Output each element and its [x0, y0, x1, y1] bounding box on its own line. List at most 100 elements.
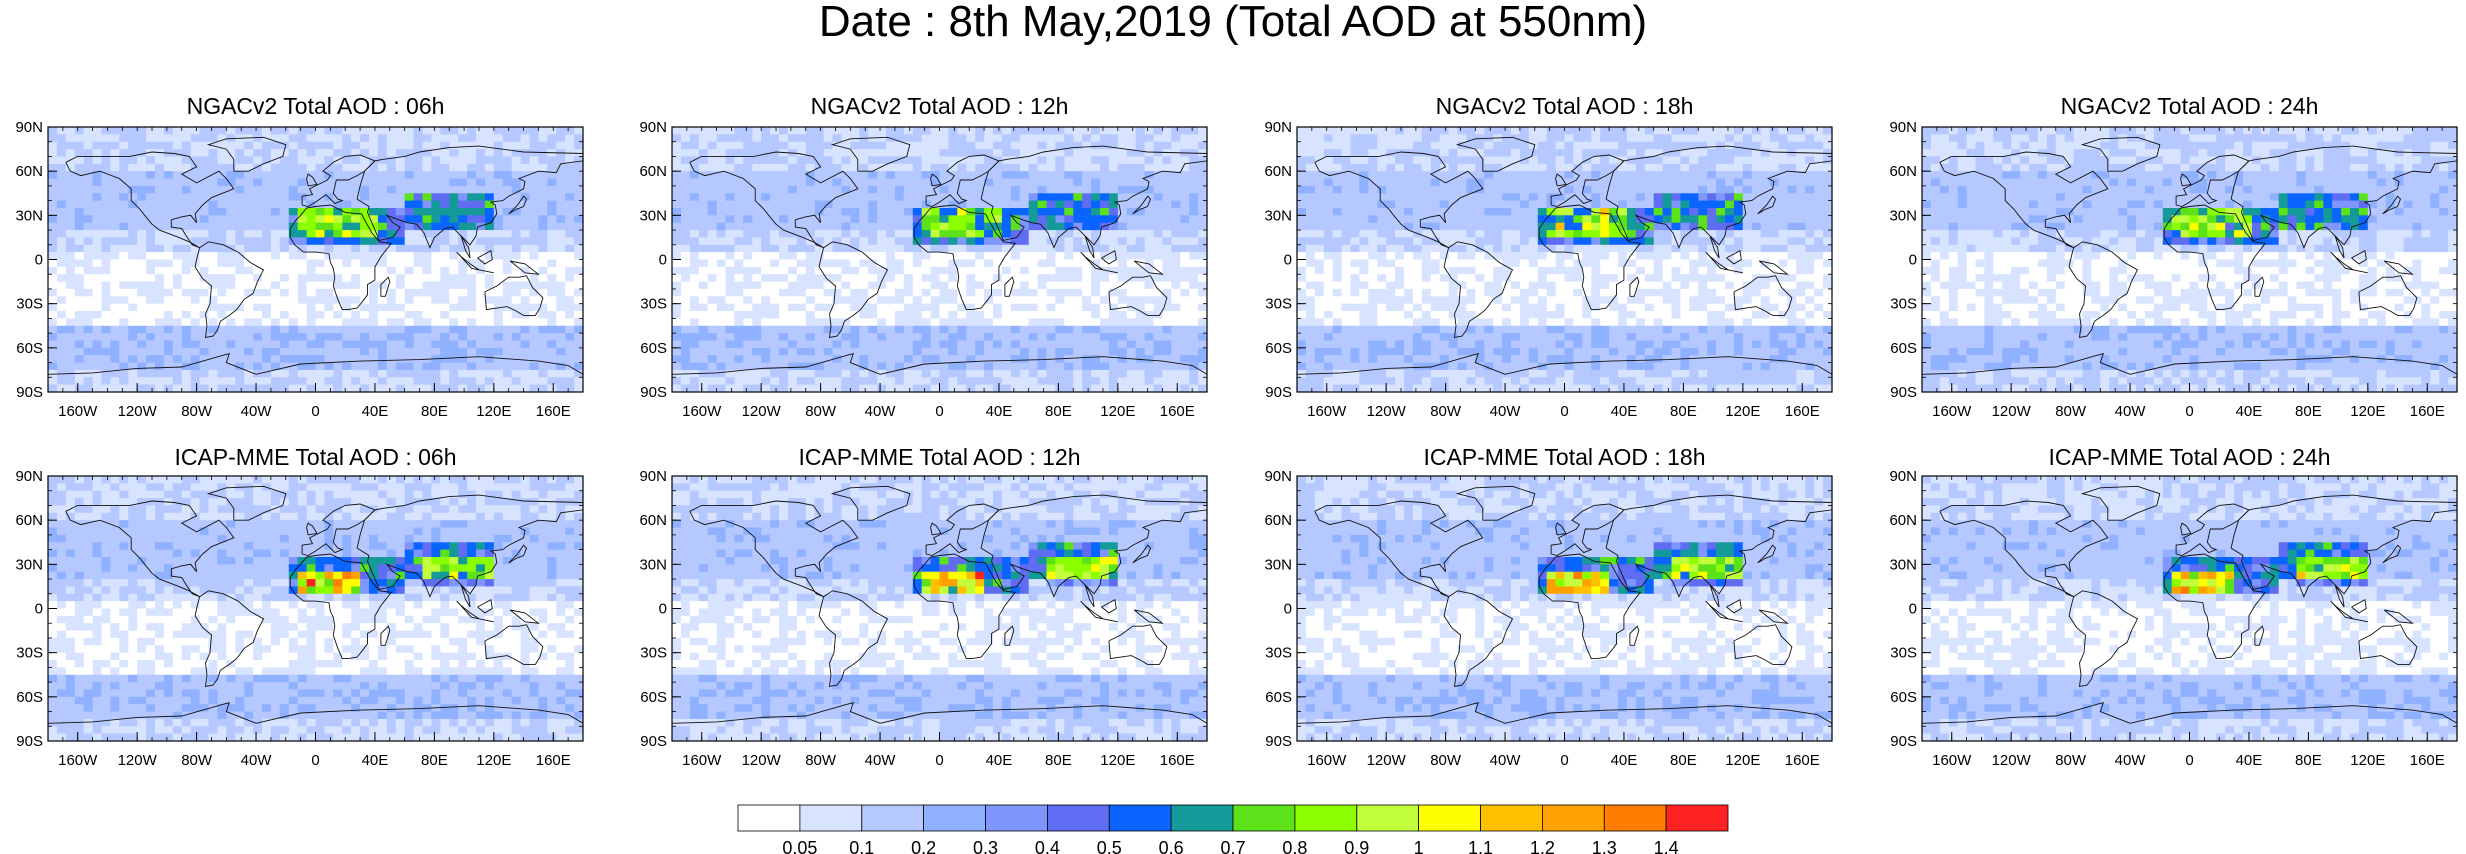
- lon-tick-label: 80W: [805, 403, 837, 420]
- lat-tick-label: 0: [1909, 601, 1917, 618]
- lat-tick-label: 0: [35, 601, 43, 618]
- lat-tick-label: 90N: [1889, 468, 1917, 485]
- lat-tick-label: 90N: [639, 119, 667, 136]
- lat-tick-label: 90S: [1890, 733, 1917, 750]
- lon-tick-label: 160W: [1932, 403, 1972, 420]
- colorbar-label: 0.3: [973, 838, 998, 854]
- lat-tick-label: 30N: [639, 207, 667, 224]
- lon-tick-label: 80E: [1670, 752, 1697, 769]
- lon-tick-label: 80E: [2295, 403, 2322, 420]
- panel-title: ICAP-MME Total AOD : 24h: [2048, 444, 2331, 470]
- colorbar-swatch: [923, 804, 986, 832]
- lon-tick-label: 120W: [118, 403, 158, 420]
- lat-tick-label: 90N: [15, 468, 43, 485]
- lon-tick-label: 160E: [1785, 403, 1820, 420]
- lon-tick-label: 40W: [865, 403, 897, 420]
- lat-tick-label: 30N: [1889, 207, 1917, 224]
- lon-tick-label: 160W: [1307, 403, 1347, 420]
- lon-tick-label: 120W: [1367, 752, 1407, 769]
- lat-tick-label: 60N: [15, 512, 43, 529]
- lon-tick-label: 80W: [1430, 403, 1462, 420]
- lon-tick-label: 120E: [476, 752, 511, 769]
- lon-tick-label: 0: [935, 752, 943, 769]
- lon-tick-label: 160E: [1160, 403, 1195, 420]
- lon-tick-label: 0: [1560, 752, 1568, 769]
- colorbar-label: 0.2: [911, 838, 936, 854]
- lon-tick-label: 160E: [1160, 752, 1195, 769]
- colorbar-label: 0.8: [1282, 838, 1307, 854]
- lon-tick-label: 120E: [1725, 752, 1760, 769]
- lon-tick-label: 160W: [58, 403, 98, 420]
- lat-tick-label: 90N: [1264, 468, 1292, 485]
- lon-tick-label: 40W: [241, 752, 273, 769]
- lat-tick-label: 30S: [1890, 296, 1917, 313]
- lon-tick-label: 120E: [476, 403, 511, 420]
- lat-tick-label: 90S: [1265, 733, 1292, 750]
- map-panel: 90N 60N 30N 0 30S 60S 90S 160W 120W 80W 40W 0 40E 80E…: [1264, 119, 1833, 420]
- lon-tick-label: 40W: [865, 752, 897, 769]
- colorbar-swatch: [1356, 804, 1420, 832]
- lon-tick-label: 120E: [1725, 403, 1760, 420]
- colorbar-swatch: [1665, 804, 1729, 832]
- lat-tick-label: 90S: [16, 733, 43, 750]
- lon-tick-label: 160W: [58, 752, 98, 769]
- map-panel: 90N 60N 30N 0 30S 60S 90S 160W 120W 80W 40W 0 40E 80E…: [15, 468, 584, 769]
- lat-tick-label: 60S: [1265, 689, 1292, 706]
- lat-tick-label: 30N: [1264, 556, 1292, 573]
- colorbar-swatch: [1108, 804, 1172, 832]
- lat-tick-label: 90N: [1889, 119, 1917, 136]
- lon-tick-label: 160W: [1932, 752, 1972, 769]
- lat-tick-label: 60N: [1889, 512, 1917, 529]
- lon-tick-label: 40W: [1490, 403, 1522, 420]
- lon-tick-label: 120W: [742, 752, 782, 769]
- lat-tick-label: 30S: [640, 645, 667, 662]
- lon-tick-label: 160W: [1307, 752, 1347, 769]
- lon-tick-label: 0: [311, 752, 319, 769]
- lon-tick-label: 40E: [2236, 403, 2263, 420]
- colorbar-swatch: [985, 804, 1048, 832]
- map-panel: 90N 60N 30N 0 30S 60S 90S 160W 120W 80W 40W 0 40E 80E…: [1889, 468, 2458, 769]
- lat-tick-label: 90N: [639, 468, 667, 485]
- colorbar-label: 1.4: [1654, 838, 1679, 854]
- lon-tick-label: 0: [1560, 403, 1568, 420]
- colorbar-swatch: [1294, 804, 1358, 832]
- lon-tick-label: 0: [2185, 403, 2193, 420]
- lat-tick-label: 60S: [640, 340, 667, 357]
- lat-tick-label: 60N: [15, 163, 43, 180]
- lat-tick-label: 60S: [16, 340, 43, 357]
- lat-tick-label: 30S: [1890, 645, 1917, 662]
- colorbar-swatch: [737, 804, 801, 832]
- lon-tick-label: 40E: [986, 752, 1013, 769]
- panel-title: ICAP-MME Total AOD : 18h: [1423, 444, 1706, 470]
- lat-tick-label: 90N: [15, 119, 43, 136]
- lon-tick-label: 160E: [2410, 403, 2445, 420]
- colorbar-swatch: [1542, 804, 1605, 832]
- lon-tick-label: 0: [311, 403, 319, 420]
- lon-tick-label: 80W: [181, 752, 213, 769]
- lon-tick-label: 160W: [682, 752, 722, 769]
- lat-tick-label: 30N: [1264, 207, 1292, 224]
- colorbar-swatch: [861, 804, 925, 832]
- lon-tick-label: 160E: [2410, 752, 2445, 769]
- lat-tick-label: 60N: [1889, 163, 1917, 180]
- lat-tick-label: 30S: [640, 296, 667, 313]
- panel-title: ICAP-MME Total AOD : 06h: [174, 444, 457, 470]
- lat-tick-label: 90S: [1265, 384, 1292, 401]
- lon-tick-label: 120W: [742, 403, 782, 420]
- lon-tick-label: 120E: [1100, 752, 1135, 769]
- colorbar-label: 0.5: [1097, 838, 1122, 854]
- lon-tick-label: 40W: [1490, 752, 1522, 769]
- lat-tick-label: 60S: [1265, 340, 1292, 357]
- colorbar-label: 1.2: [1530, 838, 1555, 854]
- lat-tick-label: 90S: [1890, 384, 1917, 401]
- lon-tick-label: 40E: [1611, 403, 1638, 420]
- lat-tick-label: 0: [659, 601, 667, 618]
- colorbar-swatch: [1480, 804, 1543, 832]
- lat-tick-label: 90S: [16, 384, 43, 401]
- lon-tick-label: 40E: [362, 403, 389, 420]
- lat-tick-label: 30S: [16, 296, 43, 313]
- lon-tick-label: 120E: [2350, 752, 2385, 769]
- map-panel: 90N 60N 30N 0 30S 60S 90S 160W 120W 80W 40W 0 40E 80E…: [639, 119, 1208, 420]
